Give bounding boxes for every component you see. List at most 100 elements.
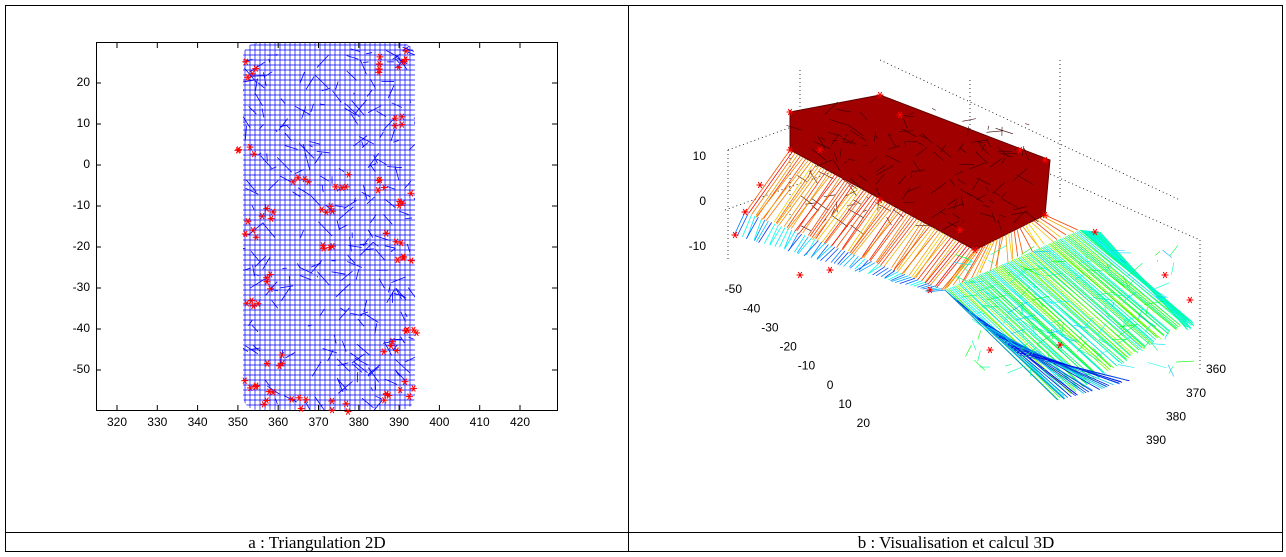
mesh-edge bbox=[966, 192, 984, 203]
mesh-edge bbox=[989, 200, 994, 204]
mesh-edge bbox=[393, 292, 405, 298]
marker bbox=[393, 238, 399, 245]
mesh-edge bbox=[405, 217, 413, 220]
marker bbox=[787, 146, 793, 154]
mesh-edge bbox=[961, 265, 970, 274]
mesh-edge bbox=[796, 236, 809, 254]
marker bbox=[732, 231, 738, 239]
marker bbox=[390, 338, 395, 345]
mesh-edge bbox=[930, 182, 946, 194]
mesh-edge bbox=[1042, 216, 1075, 233]
mesh-edge bbox=[1016, 314, 1036, 321]
mesh-edge bbox=[962, 118, 977, 122]
mesh-edge bbox=[391, 102, 403, 108]
marker bbox=[245, 74, 250, 81]
mesh-edge bbox=[830, 194, 873, 247]
marker bbox=[321, 245, 326, 252]
mesh-edge bbox=[1007, 270, 1011, 277]
mesh-edge bbox=[1016, 228, 1024, 255]
marker bbox=[1092, 228, 1098, 236]
mesh-edge bbox=[910, 111, 915, 115]
mesh-edge bbox=[1056, 240, 1169, 335]
mesh-edge bbox=[1032, 350, 1041, 353]
mesh-edge bbox=[980, 273, 1091, 380]
mesh-edge bbox=[850, 204, 891, 255]
mesh-edge bbox=[839, 253, 852, 266]
mesh-edge bbox=[1007, 365, 1025, 374]
x-tick-label: -10 bbox=[798, 359, 816, 373]
mesh-edge bbox=[1012, 259, 1127, 361]
marker bbox=[328, 202, 333, 210]
mesh-edge bbox=[858, 259, 869, 271]
mesh-edge bbox=[1137, 309, 1143, 319]
mesh-edge bbox=[1022, 328, 1024, 338]
mesh-edge bbox=[779, 228, 789, 248]
mesh-edge bbox=[927, 242, 963, 285]
mesh-edge bbox=[251, 205, 255, 210]
mesh-edge bbox=[939, 210, 946, 216]
mesh-edge bbox=[987, 260, 994, 264]
mesh-edge bbox=[778, 166, 823, 226]
mesh-edge bbox=[854, 261, 872, 272]
mesh-edge bbox=[375, 395, 383, 400]
mesh-edge bbox=[336, 220, 340, 230]
marker bbox=[401, 253, 406, 260]
mesh-edge bbox=[243, 76, 244, 92]
mesh-edge bbox=[1095, 348, 1110, 358]
mesh-edge bbox=[815, 159, 832, 167]
mesh-edge bbox=[262, 222, 276, 238]
mesh-edge bbox=[830, 133, 840, 146]
mesh-edge bbox=[346, 55, 359, 60]
mesh-edge bbox=[1027, 223, 1045, 245]
mesh-edge bbox=[1005, 337, 1015, 346]
marker bbox=[381, 348, 387, 355]
mesh-edge bbox=[390, 129, 396, 142]
mesh-edge bbox=[797, 237, 812, 255]
mesh-edge bbox=[387, 166, 403, 169]
mesh-edge bbox=[942, 220, 960, 231]
mesh-edge bbox=[388, 283, 391, 293]
mesh-edge bbox=[339, 224, 348, 230]
mesh-edge bbox=[850, 130, 867, 141]
mesh-edge bbox=[1022, 320, 1037, 331]
mesh-edge bbox=[386, 185, 395, 190]
mesh-edge bbox=[344, 107, 357, 116]
mesh-edge bbox=[976, 241, 993, 276]
mesh-edge bbox=[1025, 224, 1039, 248]
mesh-edge bbox=[405, 313, 408, 318]
mesh-edge bbox=[1007, 261, 1125, 364]
marker bbox=[270, 208, 276, 216]
mesh-edge bbox=[970, 139, 989, 143]
marker bbox=[403, 47, 409, 55]
mesh-edge bbox=[250, 251, 260, 262]
mesh-edge bbox=[355, 99, 368, 114]
mesh-edge bbox=[1080, 349, 1101, 362]
x-tick-label: 0 bbox=[827, 378, 834, 392]
mesh-edge bbox=[249, 278, 265, 289]
mesh-edge bbox=[909, 280, 922, 286]
mesh-edge bbox=[924, 241, 960, 284]
mesh-edge bbox=[876, 215, 912, 264]
mesh-edge bbox=[969, 280, 975, 283]
mesh-edge bbox=[374, 380, 377, 391]
mesh-edge bbox=[1049, 243, 1158, 339]
mesh-edge bbox=[1117, 324, 1138, 337]
mesh-edge bbox=[367, 105, 382, 113]
mesh-edge bbox=[1001, 191, 1007, 199]
mesh-edge bbox=[261, 108, 265, 118]
mesh-edge bbox=[400, 336, 405, 344]
mesh-edge bbox=[893, 222, 926, 270]
marker bbox=[253, 383, 258, 390]
marker bbox=[242, 377, 247, 384]
mesh-edge bbox=[1020, 265, 1041, 276]
mesh-edge bbox=[892, 225, 931, 272]
marker bbox=[957, 226, 963, 234]
mesh-edge bbox=[884, 270, 896, 279]
mesh-edge bbox=[366, 89, 373, 97]
mesh-edge bbox=[385, 245, 396, 249]
mesh-edge bbox=[1019, 354, 1127, 381]
mesh-edge bbox=[1073, 273, 1086, 281]
mesh-edge bbox=[1144, 301, 1164, 305]
mesh-edge bbox=[756, 220, 769, 242]
marker bbox=[386, 392, 392, 399]
